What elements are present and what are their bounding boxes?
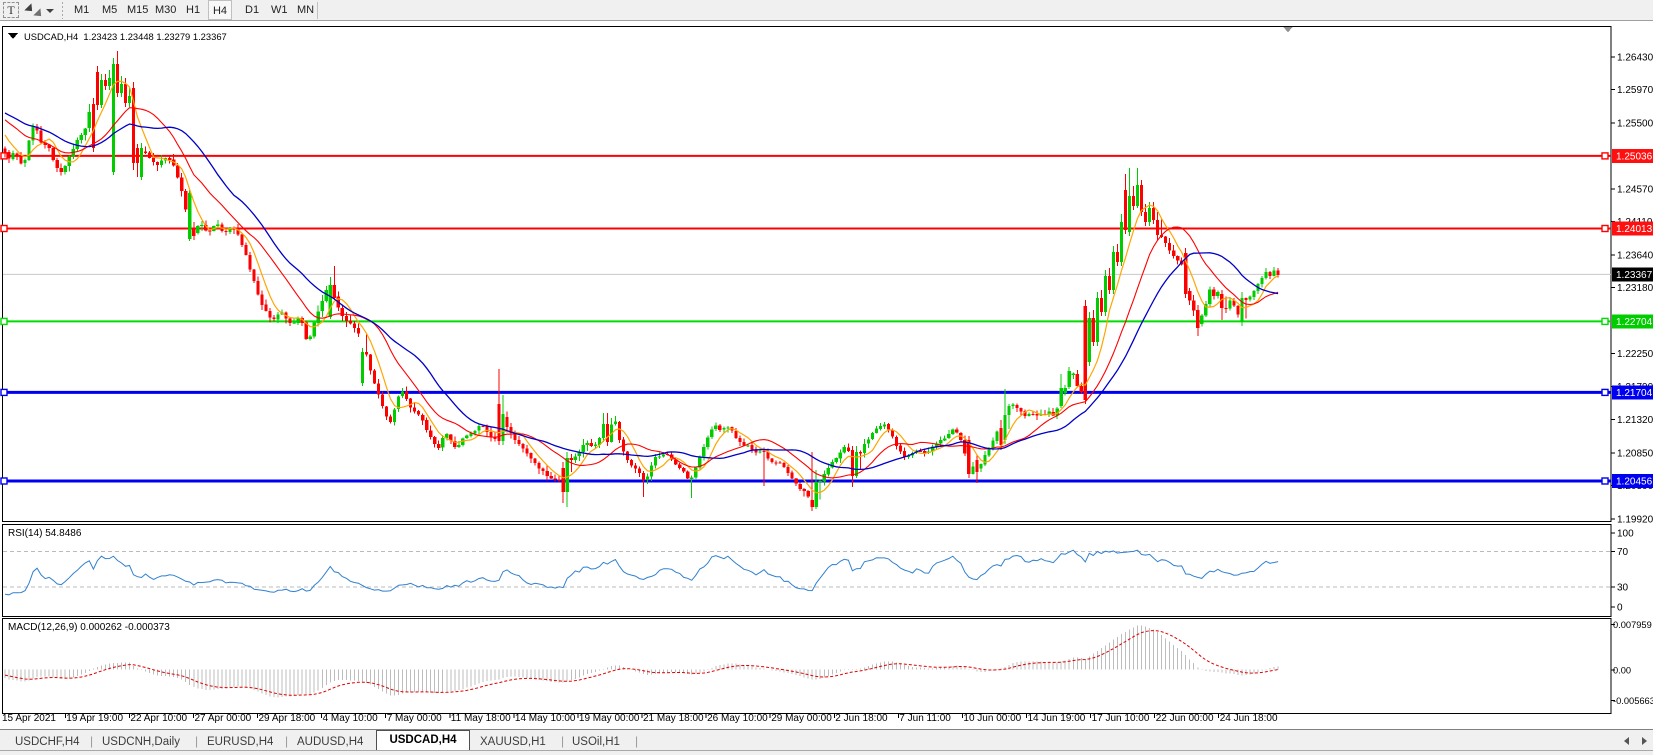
svg-text:1.21320: 1.21320 bbox=[1617, 415, 1653, 426]
svg-text:11 May 18:00: 11 May 18:00 bbox=[451, 713, 511, 724]
svg-text:1.24013: 1.24013 bbox=[1616, 224, 1653, 235]
svg-text:1.24570: 1.24570 bbox=[1617, 184, 1653, 195]
svg-text:19 May 00:00: 19 May 00:00 bbox=[579, 713, 640, 724]
svg-text:22 Apr 10:00: 22 Apr 10:00 bbox=[130, 713, 187, 724]
svg-text:1.23367: 1.23367 bbox=[1616, 270, 1653, 281]
svg-text:14 Jun 19:00: 14 Jun 19:00 bbox=[1028, 713, 1086, 724]
svg-text:100: 100 bbox=[1617, 529, 1634, 540]
svg-text:24 Jun 18:00: 24 Jun 18:00 bbox=[1220, 713, 1278, 724]
svg-text:1.22704: 1.22704 bbox=[1616, 317, 1653, 328]
svg-text:70: 70 bbox=[1617, 547, 1629, 558]
svg-text:21 May 18:00: 21 May 18:00 bbox=[643, 713, 704, 724]
svg-text:29 May 00:00: 29 May 00:00 bbox=[771, 713, 832, 724]
svg-text:1.23180: 1.23180 bbox=[1617, 283, 1653, 294]
svg-text:14 May 10:00: 14 May 10:00 bbox=[515, 713, 576, 724]
svg-text:1.25500: 1.25500 bbox=[1617, 118, 1653, 129]
svg-text:0.007959: 0.007959 bbox=[1613, 620, 1652, 630]
svg-text:0.00: 0.00 bbox=[1613, 666, 1631, 676]
svg-text:10 Jun 00:00: 10 Jun 00:00 bbox=[963, 713, 1021, 724]
svg-text:0: 0 bbox=[1617, 603, 1623, 614]
svg-text:1.21704: 1.21704 bbox=[1616, 388, 1653, 399]
svg-text:-0.005663: -0.005663 bbox=[1613, 696, 1653, 706]
svg-text:1.25036: 1.25036 bbox=[1616, 151, 1653, 162]
svg-text:1.22250: 1.22250 bbox=[1617, 349, 1653, 360]
svg-text:26 May 10:00: 26 May 10:00 bbox=[707, 713, 768, 724]
svg-text:1.20850: 1.20850 bbox=[1617, 449, 1653, 460]
svg-text:7 Jun 11:00: 7 Jun 11:00 bbox=[899, 713, 951, 724]
svg-text:1.25970: 1.25970 bbox=[1617, 85, 1653, 96]
svg-text:7 May 00:00: 7 May 00:00 bbox=[387, 713, 442, 724]
svg-text:27 Apr 00:00: 27 Apr 00:00 bbox=[195, 713, 252, 724]
svg-text:1.26430: 1.26430 bbox=[1617, 52, 1653, 63]
svg-text:30: 30 bbox=[1617, 583, 1629, 594]
svg-text:4 May 10:00: 4 May 10:00 bbox=[323, 713, 378, 724]
svg-text:RSI(14) 54.8486: RSI(14) 54.8486 bbox=[8, 528, 82, 539]
svg-text:19 Apr 19:00: 19 Apr 19:00 bbox=[66, 713, 123, 724]
svg-text:1.23640: 1.23640 bbox=[1617, 251, 1653, 262]
svg-text:MACD(12,26,9) 0.000262 -0.0003: MACD(12,26,9) 0.000262 -0.000373 bbox=[8, 622, 170, 633]
svg-text:USDCAD,H4 1.23423 1.23448 1.2: USDCAD,H4 1.23423 1.23448 1.23279 1.2336… bbox=[24, 31, 227, 42]
svg-text:22 Jun 00:00: 22 Jun 00:00 bbox=[1156, 713, 1214, 724]
svg-text:15 Apr 2021: 15 Apr 2021 bbox=[2, 713, 56, 724]
svg-text:1.20456: 1.20456 bbox=[1616, 477, 1653, 488]
svg-text:29 Apr 18:00: 29 Apr 18:00 bbox=[259, 713, 316, 724]
svg-text:1.19920: 1.19920 bbox=[1617, 515, 1653, 526]
svg-text:17 Jun 10:00: 17 Jun 10:00 bbox=[1092, 713, 1150, 724]
svg-text:2 Jun 18:00: 2 Jun 18:00 bbox=[835, 713, 888, 724]
